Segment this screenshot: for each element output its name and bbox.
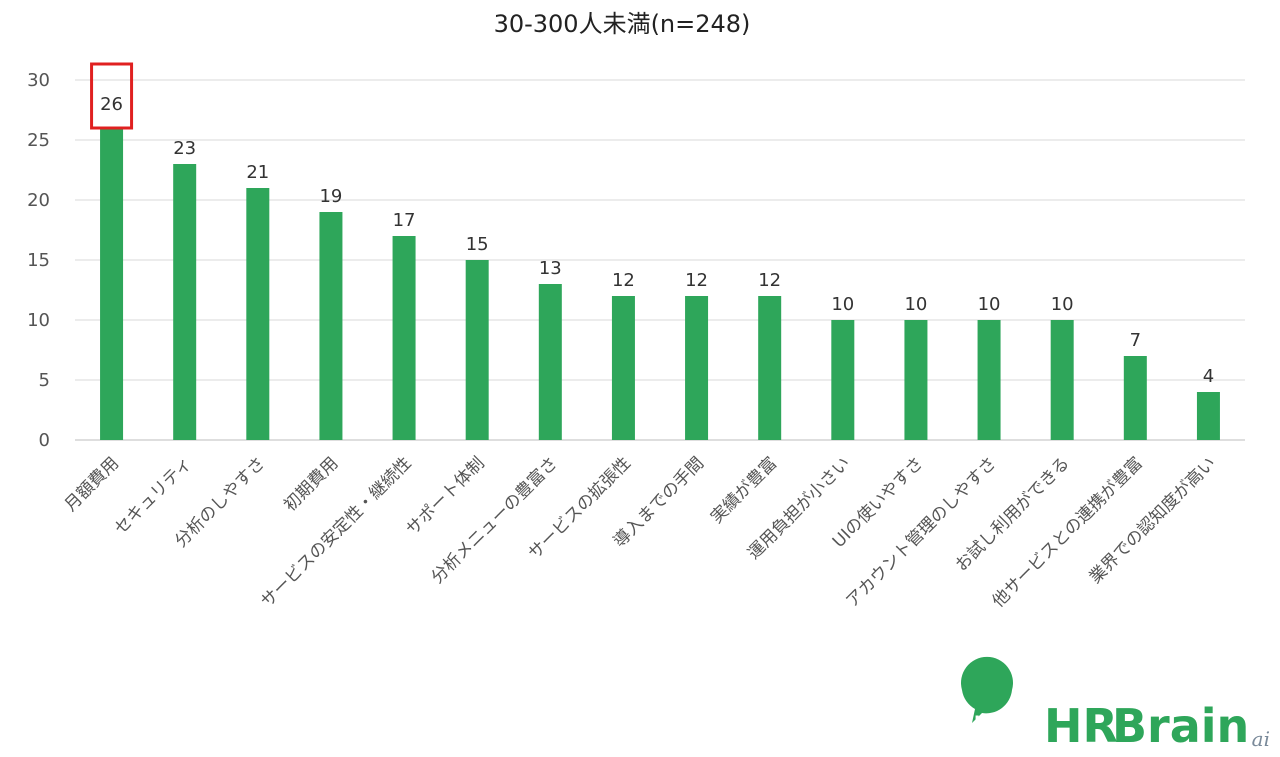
bar bbox=[1196, 392, 1220, 440]
highlight-rect bbox=[90, 62, 134, 130]
data-label: 13 bbox=[539, 258, 562, 279]
y-tick-label: 0 bbox=[39, 430, 50, 451]
data-label: 12 bbox=[685, 270, 708, 291]
data-label: 23 bbox=[173, 138, 196, 159]
data-label: 10 bbox=[978, 294, 1001, 315]
bar bbox=[977, 320, 1001, 440]
y-tick-label: 20 bbox=[27, 190, 50, 211]
x-tick-label: 業界での認知度が高い bbox=[1086, 453, 1220, 587]
data-label: 26 bbox=[100, 94, 123, 115]
highlight-box bbox=[90, 62, 134, 130]
bar bbox=[611, 296, 635, 440]
bar bbox=[100, 128, 124, 440]
bar bbox=[392, 236, 416, 440]
bar bbox=[758, 296, 782, 440]
y-axis: 0 5 10 15 20 25 30 bbox=[27, 70, 50, 451]
x-tick-label: 初期費用 bbox=[280, 453, 342, 515]
bar bbox=[685, 296, 709, 440]
bar bbox=[1050, 320, 1074, 440]
data-label: 12 bbox=[612, 270, 635, 291]
gridlines bbox=[75, 79, 1245, 441]
data-label: 19 bbox=[319, 186, 342, 207]
x-tick-label: 他サービスとの連携が豊富 bbox=[989, 453, 1147, 611]
data-label: 12 bbox=[758, 270, 781, 291]
value-labels: 26 23 21 19 17 15 13 12 12 12 10 10 10 10 7 4 bbox=[100, 94, 1214, 387]
speech-bubble-icon bbox=[960, 656, 1014, 723]
x-tick-label: アカウント管理のしやすさ bbox=[842, 453, 1000, 611]
watermark-text: ai bbox=[1252, 727, 1270, 751]
x-tick-label: 月額費用 bbox=[61, 453, 123, 515]
x-tick-label: サービスの安定性・継続性 bbox=[257, 453, 415, 611]
hrbrain-logo: HR HR Brain bbox=[960, 656, 1249, 753]
data-label: 10 bbox=[1051, 294, 1074, 315]
y-tick-label: 30 bbox=[27, 70, 50, 91]
bar bbox=[173, 164, 197, 440]
data-label: 7 bbox=[1130, 330, 1141, 351]
bar bbox=[831, 320, 855, 440]
x-tick-label: 分析メニューの豊富さ bbox=[427, 453, 561, 587]
bar bbox=[465, 260, 489, 440]
y-tick-label: 25 bbox=[27, 130, 50, 151]
data-label: 17 bbox=[393, 210, 416, 231]
bar bbox=[246, 188, 270, 440]
logo-text-hr: HR bbox=[1044, 699, 1118, 753]
bar bbox=[538, 284, 562, 440]
bars bbox=[100, 128, 1220, 440]
data-label: 10 bbox=[904, 294, 927, 315]
y-tick-label: 10 bbox=[27, 310, 50, 331]
bar bbox=[904, 320, 928, 440]
data-label: 15 bbox=[466, 234, 489, 255]
bar bbox=[319, 212, 343, 440]
chart-title: 30-300人未満(n=248) bbox=[494, 10, 751, 38]
y-tick-label: 5 bbox=[39, 370, 50, 391]
data-label: 10 bbox=[831, 294, 854, 315]
data-label: 4 bbox=[1203, 366, 1214, 387]
y-tick-label: 15 bbox=[27, 250, 50, 271]
logo-badge-text: HR bbox=[974, 712, 1000, 731]
bar bbox=[1123, 356, 1147, 440]
data-label: 21 bbox=[246, 162, 269, 183]
logo-text-brain: Brain bbox=[1112, 699, 1249, 753]
x-tick-label: 実績が豊富 bbox=[707, 453, 781, 527]
